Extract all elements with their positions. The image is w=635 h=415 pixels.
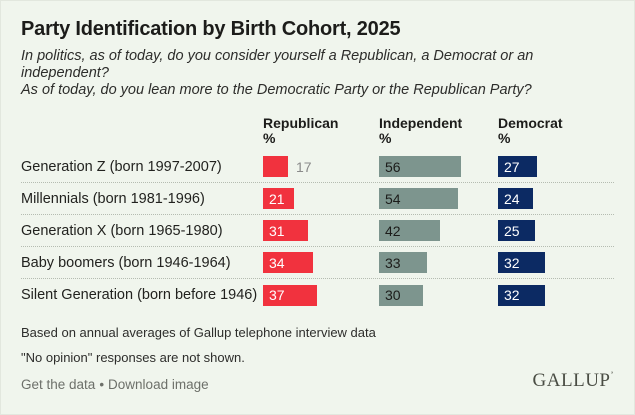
bar-democrat: 32 (498, 284, 614, 306)
table-row: Generation X (born 1965-1980) 31 42 25 (21, 215, 614, 247)
chart-subtitle: In politics, as of today, do you conside… (21, 48, 596, 99)
row-label: Generation X (born 1965-1980) (21, 222, 223, 239)
bar-democrat: 24 (498, 188, 614, 209)
bar-independent: 30 (379, 284, 498, 306)
download-image-link[interactable]: Download image (108, 377, 209, 392)
table-row: Millennials (born 1981-1996) 21 54 24 (21, 183, 614, 215)
bar-independent: 56 (379, 156, 498, 177)
bar-independent: 42 (379, 220, 498, 241)
bar-republican: 31 (263, 220, 379, 241)
bar-independent: 54 (379, 188, 498, 209)
chart-footnotes: Based on annual averages of Gallup telep… (21, 325, 614, 366)
bar-independent: 33 (379, 252, 498, 273)
table-row: Baby boomers (born 1946-1964) 34 33 32 (21, 247, 614, 279)
bar-republican: 17 (263, 156, 379, 177)
row-label: Silent Generation (born before 1946) (21, 287, 258, 303)
column-header-row: Republican % Independent % Democrat % (21, 116, 614, 146)
bottom-bar: Get the data • Download image GALLUP’ (21, 370, 614, 392)
page-title: Party Identification by Birth Cohort, 20… (21, 18, 401, 40)
bar-democrat: 32 (498, 252, 614, 273)
bar-democrat: 25 (498, 220, 614, 241)
footnote-no-opinion: "No opinion" responses are not shown. (21, 350, 245, 365)
row-label: Generation Z (born 1997-2007) (21, 158, 222, 175)
footnote-source: Based on annual averages of Gallup telep… (21, 325, 376, 340)
bar-republican: 21 (263, 188, 379, 209)
subtitle-question-2: As of today, do you lean more to the Dem… (21, 82, 532, 98)
bar-chart: Republican % Independent % Democrat % Ge… (21, 116, 614, 311)
column-header-democrat: Democrat % (498, 115, 563, 146)
row-label: Baby boomers (born 1946-1964) (21, 254, 231, 271)
bar-republican: 34 (263, 252, 379, 273)
column-header-independent: Independent % (379, 115, 463, 146)
footer-links: Get the data • Download image (21, 377, 209, 392)
logo-trademark: ’ (610, 370, 614, 380)
get-the-data-link[interactable]: Get the data (21, 377, 96, 392)
gallup-logo: GALLUP’ (532, 370, 614, 391)
bar-republican: 37 (263, 284, 379, 306)
row-label: Millennials (born 1981-1996) (21, 190, 205, 207)
table-row: Silent Generation (born before 1946) 37 … (21, 279, 614, 311)
link-separator-bullet: • (99, 377, 105, 392)
subtitle-question-1: In politics, as of today, do you conside… (21, 48, 534, 81)
table-row: Generation Z (born 1997-2007) 17 56 27 (21, 151, 614, 183)
column-header-republican: Republican % (263, 115, 339, 146)
bar-democrat: 27 (498, 156, 614, 177)
